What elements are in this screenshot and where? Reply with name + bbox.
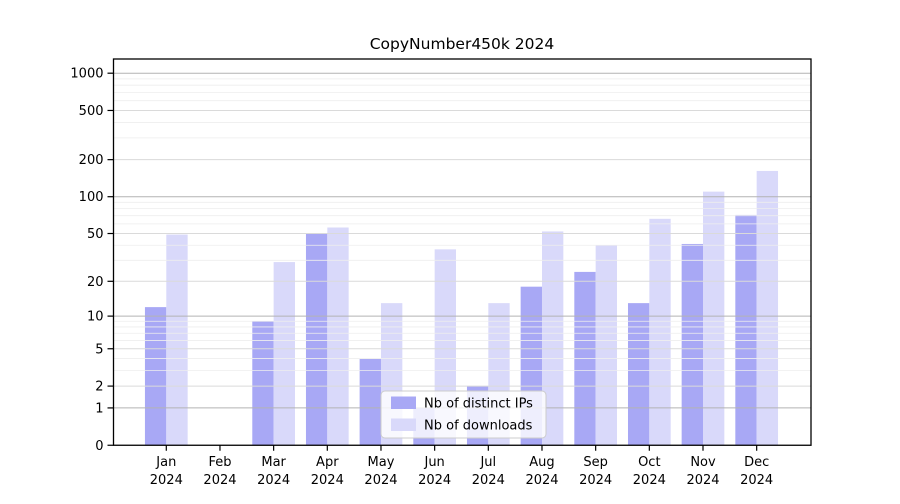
x-tick-label-month: Jun bbox=[423, 455, 444, 470]
legend-label-downloads: Nb of downloads bbox=[424, 419, 533, 434]
x-tick-label-month: Aug bbox=[529, 455, 554, 470]
x-tick-label-year: 2024 bbox=[150, 473, 183, 488]
x-tick-label-month: Oct bbox=[638, 455, 660, 470]
bar-downloads-jan bbox=[166, 234, 188, 446]
axes-group: 0 1 2 5 10 20 50 100 200 500 1000 Jan 2024 Feb 2024 Mar… bbox=[70, 58, 812, 488]
bar-downloads-oct bbox=[649, 218, 671, 446]
y-tick-label: 2 bbox=[95, 380, 103, 395]
legend-box bbox=[380, 390, 547, 439]
x-tick-label-month: Nov bbox=[690, 455, 716, 470]
bar-distinct-ips-may bbox=[359, 358, 381, 446]
x-tick-label-month: May bbox=[368, 455, 395, 470]
bar-distinct-ips-nov bbox=[681, 243, 703, 446]
bar-downloads-aug bbox=[541, 231, 564, 446]
x-tick-label-year: 2024 bbox=[525, 473, 558, 488]
bar-downloads-nov bbox=[703, 191, 725, 446]
bars-group bbox=[144, 170, 779, 446]
x-tick-label-month: Dec bbox=[744, 455, 769, 470]
x-tick-label-year: 2024 bbox=[418, 473, 451, 488]
bar-distinct-ips-jan bbox=[144, 307, 167, 446]
bar-distinct-ips-mar bbox=[252, 321, 274, 446]
y-tick-label: 1000 bbox=[70, 67, 103, 82]
y-tick-label: 0 bbox=[95, 439, 103, 454]
x-tick-label-year: 2024 bbox=[686, 473, 719, 488]
x-tick-label-year: 2024 bbox=[311, 473, 344, 488]
x-tick-label-month: Jan bbox=[155, 455, 176, 470]
bar-distinct-ips-dec bbox=[735, 214, 757, 446]
y-tick-label: 5 bbox=[95, 342, 103, 357]
y-tick-label: 200 bbox=[79, 153, 104, 168]
bar-downloads-sep bbox=[595, 245, 618, 446]
x-tick-label-month: Jul bbox=[479, 455, 496, 470]
bar-distinct-ips-apr bbox=[305, 233, 328, 446]
y-tick-label: 10 bbox=[87, 310, 104, 325]
legend-swatch-downloads bbox=[391, 418, 416, 431]
y-tick-label: 20 bbox=[87, 275, 104, 290]
bar-downloads-mar bbox=[273, 262, 295, 446]
legend: Nb of distinct IPs Nb of downloads bbox=[380, 390, 547, 439]
x-tick-label-year: 2024 bbox=[257, 473, 290, 488]
plot-frame bbox=[112, 58, 812, 446]
y-tick-label: 1 bbox=[95, 401, 103, 416]
x-tick-label-year: 2024 bbox=[633, 473, 666, 488]
legend-label-distinct-ips: Nb of distinct IPs bbox=[424, 397, 533, 412]
x-tick-label-month: Apr bbox=[316, 455, 339, 470]
x-tick-label-year: 2024 bbox=[203, 473, 236, 488]
x-tick-label-month: Mar bbox=[261, 455, 286, 470]
bar-downloads-apr bbox=[327, 227, 349, 446]
y-tick-label: 500 bbox=[79, 104, 104, 119]
legend-swatch-distinct-ips bbox=[391, 396, 416, 409]
x-tick-label-year: 2024 bbox=[472, 473, 505, 488]
y-tick-label: 100 bbox=[79, 190, 104, 205]
chart-title: CopyNumber450k 2024 bbox=[370, 35, 555, 53]
x-tick-label-year: 2024 bbox=[579, 473, 612, 488]
x-tick-label-month: Feb bbox=[208, 455, 231, 470]
x-tick-label-year: 2024 bbox=[740, 473, 773, 488]
x-tick-label-year: 2024 bbox=[364, 473, 397, 488]
bar-downloads-dec bbox=[756, 170, 779, 446]
x-tick-label-month: Sep bbox=[583, 455, 608, 470]
bar-distinct-ips-oct bbox=[627, 303, 650, 446]
y-tick-label: 50 bbox=[87, 227, 104, 242]
